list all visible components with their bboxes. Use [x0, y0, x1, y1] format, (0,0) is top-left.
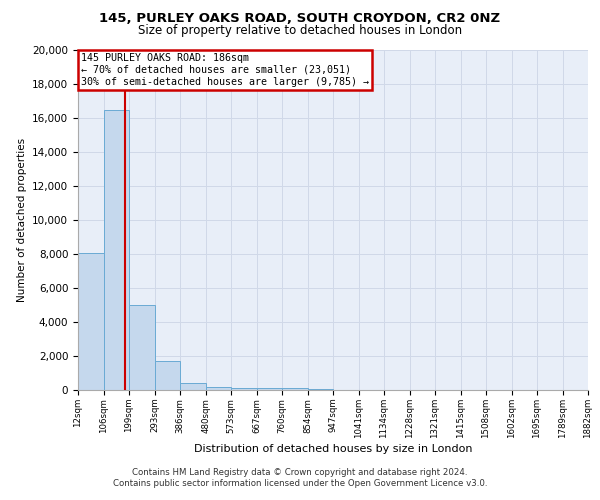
Bar — [104, 110, 129, 390]
Bar — [78, 253, 104, 390]
Text: 145, PURLEY OAKS ROAD, SOUTH CROYDON, CR2 0NZ: 145, PURLEY OAKS ROAD, SOUTH CROYDON, CR… — [100, 12, 500, 26]
Bar — [180, 383, 206, 390]
Bar — [257, 388, 282, 390]
Text: Size of property relative to detached houses in London: Size of property relative to detached ho… — [138, 24, 462, 37]
Bar — [155, 361, 180, 390]
Y-axis label: Number of detached properties: Number of detached properties — [17, 138, 26, 302]
Bar — [231, 388, 257, 390]
Bar — [129, 305, 155, 390]
X-axis label: Distribution of detached houses by size in London: Distribution of detached houses by size … — [194, 444, 472, 454]
Bar — [282, 388, 308, 390]
Text: 145 PURLEY OAKS ROAD: 186sqm
← 70% of detached houses are smaller (23,051)
30% o: 145 PURLEY OAKS ROAD: 186sqm ← 70% of de… — [80, 54, 368, 86]
Text: Contains HM Land Registry data © Crown copyright and database right 2024.
Contai: Contains HM Land Registry data © Crown c… — [113, 468, 487, 487]
Bar — [206, 386, 231, 390]
